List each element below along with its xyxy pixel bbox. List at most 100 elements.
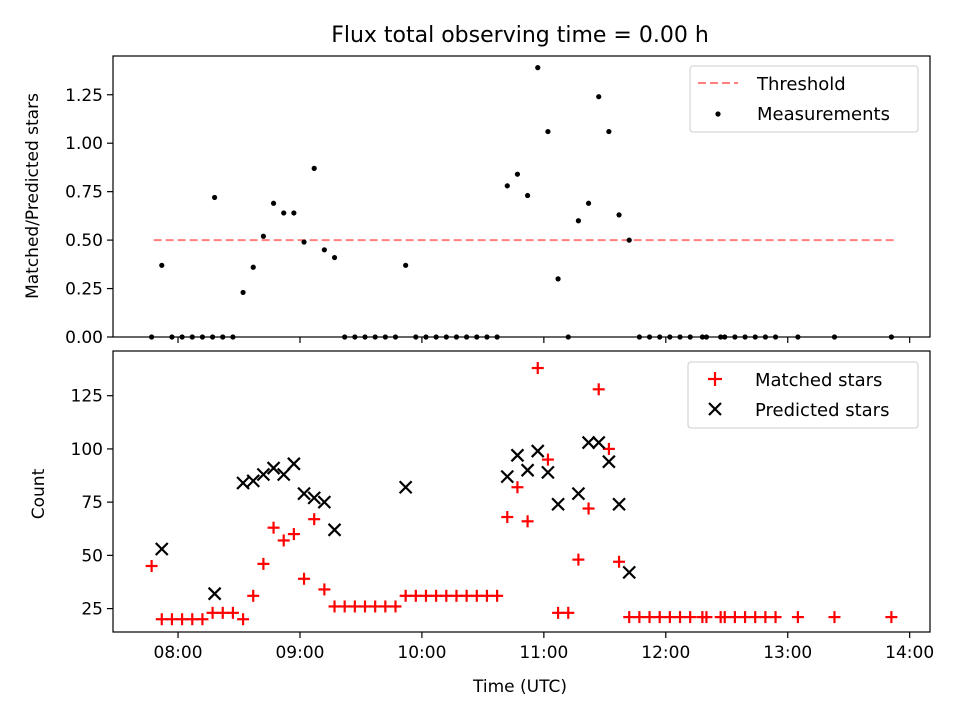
matched-star-point (623, 611, 636, 624)
matched-star-point (663, 611, 676, 624)
matched-star-point (769, 611, 782, 624)
predicted-star-point (297, 486, 311, 501)
matched-star-point (379, 600, 392, 613)
y-tick-label: 100 (71, 440, 103, 460)
matched-star-point (165, 613, 178, 626)
measurement-point (575, 218, 582, 224)
matched-star-point (613, 555, 626, 568)
legend-predicted-label: Predicted stars (755, 400, 889, 421)
matched-star-point (759, 611, 772, 624)
measurement-point (250, 264, 256, 270)
matched-star-point (196, 613, 209, 626)
matched-star-point (511, 481, 524, 494)
y-tick-label: 0.00 (65, 328, 103, 348)
matched-star-point (145, 560, 158, 573)
ratio-legend: Threshold Measurements (689, 65, 919, 133)
measurement-point (159, 262, 165, 268)
matched-star-point (348, 600, 361, 613)
matched-star-point (791, 611, 804, 624)
matched-star-point (298, 572, 311, 585)
measurement-point (331, 254, 338, 261)
measurement-point (403, 262, 409, 268)
matched-star-point (308, 513, 321, 526)
measurement-point (240, 289, 246, 296)
measurement-point (291, 210, 297, 216)
predicted-star-point (591, 435, 606, 450)
ratio-panel: 0.00 0.25 0.50 0.75 1.00 1.25 Matched/Predict… (23, 55, 931, 348)
matched-star-point (728, 611, 741, 624)
matched-star-point (176, 613, 189, 626)
matched-star-point (700, 611, 713, 624)
measurement-point (514, 171, 521, 177)
matched-star-point (572, 553, 585, 566)
matched-star-point (409, 589, 422, 602)
matched-star-point (501, 511, 514, 524)
y-tick-label: 75 (81, 493, 103, 513)
predicted-star-point (530, 444, 545, 458)
legend-measurements-swatch (715, 111, 721, 117)
matched-star-point (828, 611, 841, 624)
legend-matched-swatch (708, 372, 722, 386)
measurement-point (555, 276, 561, 282)
matched-star-point (592, 383, 605, 396)
measurement-point (606, 128, 612, 135)
x-tick-label: 08:00 (154, 643, 203, 663)
x-tick-label: 09:00 (275, 643, 324, 663)
y-tick-label: 0.50 (65, 231, 103, 251)
count-legend-box (687, 361, 919, 429)
measurement-point (311, 165, 317, 171)
measurement-point (626, 237, 632, 243)
predicted-star-point (602, 454, 616, 469)
y-tick-label: 50 (81, 546, 103, 566)
matched-star-point (885, 611, 898, 624)
matched-star-point (739, 611, 752, 624)
ratio-x-axis-ticks (177, 337, 911, 343)
matched-star-point (643, 611, 656, 624)
matched-star-point (226, 606, 239, 619)
matched-star-point (399, 589, 412, 602)
matched-star-point (419, 589, 432, 602)
predicted-star-point (307, 491, 321, 505)
predicted-star-point (327, 523, 342, 537)
predicted-star-point (317, 495, 332, 509)
predicted-star-point (551, 497, 565, 512)
count-panel: 25 50 75 100 125 08:00 09:00 10:00 11:00 12:00 13… (29, 350, 934, 697)
count-y-axis: 25 50 75 100 125 (71, 387, 113, 620)
measurement-point (524, 192, 531, 199)
matched-star-point (216, 606, 229, 619)
matched-star-point (277, 534, 290, 547)
matched-star-point (552, 606, 565, 619)
matched-star-point (359, 600, 372, 613)
predicted-star-point (236, 476, 250, 490)
matched-star-point (247, 589, 260, 602)
matched-star-point (369, 600, 382, 613)
y-tick-label: 125 (71, 387, 103, 407)
predicted-star-point (246, 474, 261, 488)
matched-star-point (749, 611, 762, 624)
x-tick-label: 11:00 (519, 643, 568, 663)
matched-star-point (460, 589, 473, 602)
measurement-point (616, 212, 622, 218)
matched-star-point (257, 557, 270, 570)
matched-star-point (541, 453, 554, 466)
measurement-point (504, 183, 510, 189)
matched-star-point (491, 589, 504, 602)
time-x-axis-label: Time (UTC) (472, 677, 567, 697)
legend-predicted-swatch (708, 402, 722, 416)
measurement-point (260, 233, 266, 239)
predicted-star-point (520, 463, 535, 477)
matched-star-point (267, 521, 280, 534)
matched-star-point (186, 613, 199, 626)
predicted-star-point (266, 461, 281, 475)
measurement-point (212, 194, 218, 201)
matched-star-point (287, 528, 300, 541)
count-axes-frame (112, 350, 931, 633)
x-tick-label: 12:00 (641, 643, 690, 663)
chart-title: Flux total observing time = 0.00 h (331, 23, 709, 48)
matched-star-point (521, 515, 534, 528)
predicted-star-point (622, 565, 636, 580)
y-tick-label: 0.75 (65, 183, 103, 203)
matched-star-point (480, 589, 493, 602)
matched-star-point (155, 613, 168, 626)
